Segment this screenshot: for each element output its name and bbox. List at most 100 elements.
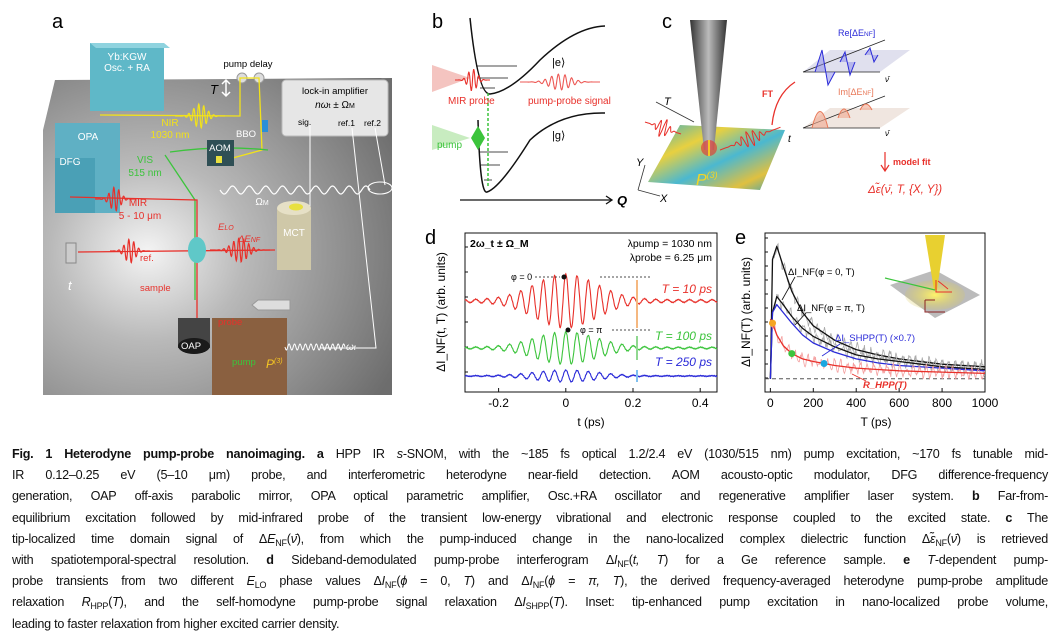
caption-text: d xyxy=(266,553,273,567)
q-axis xyxy=(460,196,612,204)
pump-probe-signal-label: pump-probe signal xyxy=(528,96,611,107)
caption-line: Fig. 1 Heterodyne pump-probe nanoimaging… xyxy=(12,444,1048,465)
ft-arrow xyxy=(772,82,795,125)
caption-text: T xyxy=(463,574,470,588)
pump-probe-signal-pulse xyxy=(520,74,600,90)
time-marker xyxy=(821,360,828,367)
sample-label: sample xyxy=(140,283,171,294)
caption-text xyxy=(910,553,927,567)
caption-text: Far-from- xyxy=(979,489,1048,503)
x-tick-label-d: -0.2 xyxy=(488,396,509,410)
inset-tip-excitation xyxy=(885,235,980,318)
pointer-shpp xyxy=(822,344,840,356)
caption-text: = 0, xyxy=(407,574,463,588)
time-marker xyxy=(769,320,776,327)
phi0-marker xyxy=(562,275,567,280)
caption-text: equilibrium excitation followed by mid-i… xyxy=(12,511,1005,525)
series-label-phipi: ΔI_NF(φ = π, T) xyxy=(797,303,865,314)
mir-probe-pulse xyxy=(455,70,490,91)
series-line-d xyxy=(465,370,717,382)
y-axis-title-e: ΔI_NF(T) (arb. units) xyxy=(739,257,753,367)
c-T-label: T xyxy=(664,96,672,108)
caption-text: ) and Δ xyxy=(471,574,530,588)
caption-line: probe transients from two different ELO … xyxy=(12,571,1048,592)
bbo-crystal xyxy=(262,120,268,132)
beamsplitter xyxy=(188,237,206,263)
x-tick-label-d: 0.4 xyxy=(692,396,709,410)
caption-text: t, T xyxy=(633,553,664,567)
panel-label-b: b xyxy=(432,11,443,33)
ref2-port: ref.2 xyxy=(364,118,381,128)
delay-T-arrow xyxy=(656,102,694,122)
caption-text: ) is retrieved xyxy=(957,532,1048,546)
sideband-label: 2ω_t ± Ω_M xyxy=(470,238,529,250)
panel-a-setup: a Yb:KGW Osc. + RA pump delay T lock-in … xyxy=(43,11,392,395)
pointer-phipi xyxy=(795,313,806,325)
caption-text: generation, OAP off-axis parabolic mirro… xyxy=(12,489,972,503)
mct-label: MCT xyxy=(283,228,305,239)
caption-line: generation, OAP off-axis parabolic mirro… xyxy=(12,486,1048,507)
panel-c-nanoimaging: c T t Y X P(3) FT Re[ΔENF] ν̄ Im[ΔENF] ν… xyxy=(636,11,942,205)
mir-label: MIR xyxy=(129,198,147,209)
caption-text: probe transients from two different xyxy=(12,574,247,588)
caption-text: relaxation xyxy=(12,595,82,609)
caption-text: e xyxy=(903,553,910,567)
pump-delay-T: T xyxy=(210,82,219,97)
caption-text: ϕ = π, T xyxy=(548,574,620,588)
series-label-d: T = 10 ps xyxy=(662,282,712,296)
panel-label-d: d xyxy=(425,227,436,249)
pump-label: pump xyxy=(232,357,256,368)
caption-text: LO xyxy=(255,580,267,590)
caption-text: T xyxy=(553,595,560,609)
caption-text: T xyxy=(112,595,119,609)
oap-label: OAP xyxy=(181,341,201,352)
caption-text: ), the derived frequency-averaged hetero… xyxy=(620,574,1048,588)
caption-text: E xyxy=(267,532,275,546)
caption-text: T xyxy=(927,553,934,567)
x-tick-label-e: 800 xyxy=(932,396,952,410)
series-label-rhpp: R_HPP(T) xyxy=(863,380,907,391)
vibrational-levels xyxy=(476,66,517,180)
pump-delay-label: pump delay xyxy=(223,59,272,70)
ref-label: ref. xyxy=(140,253,154,264)
laser-label: Yb:KGW xyxy=(108,52,147,63)
series-label-phi0: ΔI_NF(φ = 0, T) xyxy=(788,267,855,278)
panel-label-e: e xyxy=(735,227,746,249)
time-marker xyxy=(788,350,795,357)
caption-text: ) for a Ge reference sample. xyxy=(664,553,903,567)
caption-text: Sideband-demodulated pump-probe interfer… xyxy=(274,553,614,567)
y-axis-label: Y xyxy=(636,157,644,169)
laser-sublabel: Osc. + RA xyxy=(104,63,150,74)
series-label-d: T = 100 ps xyxy=(655,329,712,343)
q-axis-label: Q xyxy=(617,193,627,208)
x-axis-title-e: T (ps) xyxy=(860,415,891,429)
x-tick-label-d: 0 xyxy=(562,396,569,410)
x-axis-label: X xyxy=(659,193,668,205)
caption-text: NF xyxy=(935,538,947,548)
panel-label-a: a xyxy=(52,11,64,33)
x-tick-label-d: 0.2 xyxy=(625,396,642,410)
caption-text: The xyxy=(1012,511,1048,525)
nir-wavelength: 1030 nm xyxy=(151,130,190,141)
caption-line: tip-localized time domain signal of ΔENF… xyxy=(12,529,1048,550)
caption-text: leading to faster relaxation from higher… xyxy=(12,617,339,631)
oap-mirror: OAP xyxy=(178,318,210,354)
pump-pulse xyxy=(471,126,485,150)
mir-wavelength: 5 - 10 μm xyxy=(119,211,161,222)
laser-box: Yb:KGW Osc. + RA xyxy=(90,43,170,111)
im-label: Im[ΔENF] xyxy=(838,87,874,97)
excited-state-potential xyxy=(470,18,605,94)
reference-mirror xyxy=(66,243,76,263)
figure: a Yb:KGW Osc. + RA pump delay T lock-in … xyxy=(0,0,1061,440)
opa-label: OPA xyxy=(78,132,99,143)
caption-text: ), and the self-homodyne pump-probe sign… xyxy=(120,595,523,609)
caption-text: ), from which the pump-induced change in… xyxy=(297,532,930,546)
ground-state-potential xyxy=(478,113,605,192)
caption-line: equilibrium excitation followed by mid-i… xyxy=(12,508,1048,529)
im-nu-label: ν̄ xyxy=(885,129,891,138)
x-axis-title-d: t (ps) xyxy=(577,415,604,429)
x-tick-label-e: 200 xyxy=(803,396,823,410)
re-label: Re[ΔENF] xyxy=(838,28,875,38)
nir-label: NIR xyxy=(161,118,178,129)
c-t-label: t xyxy=(788,134,792,145)
